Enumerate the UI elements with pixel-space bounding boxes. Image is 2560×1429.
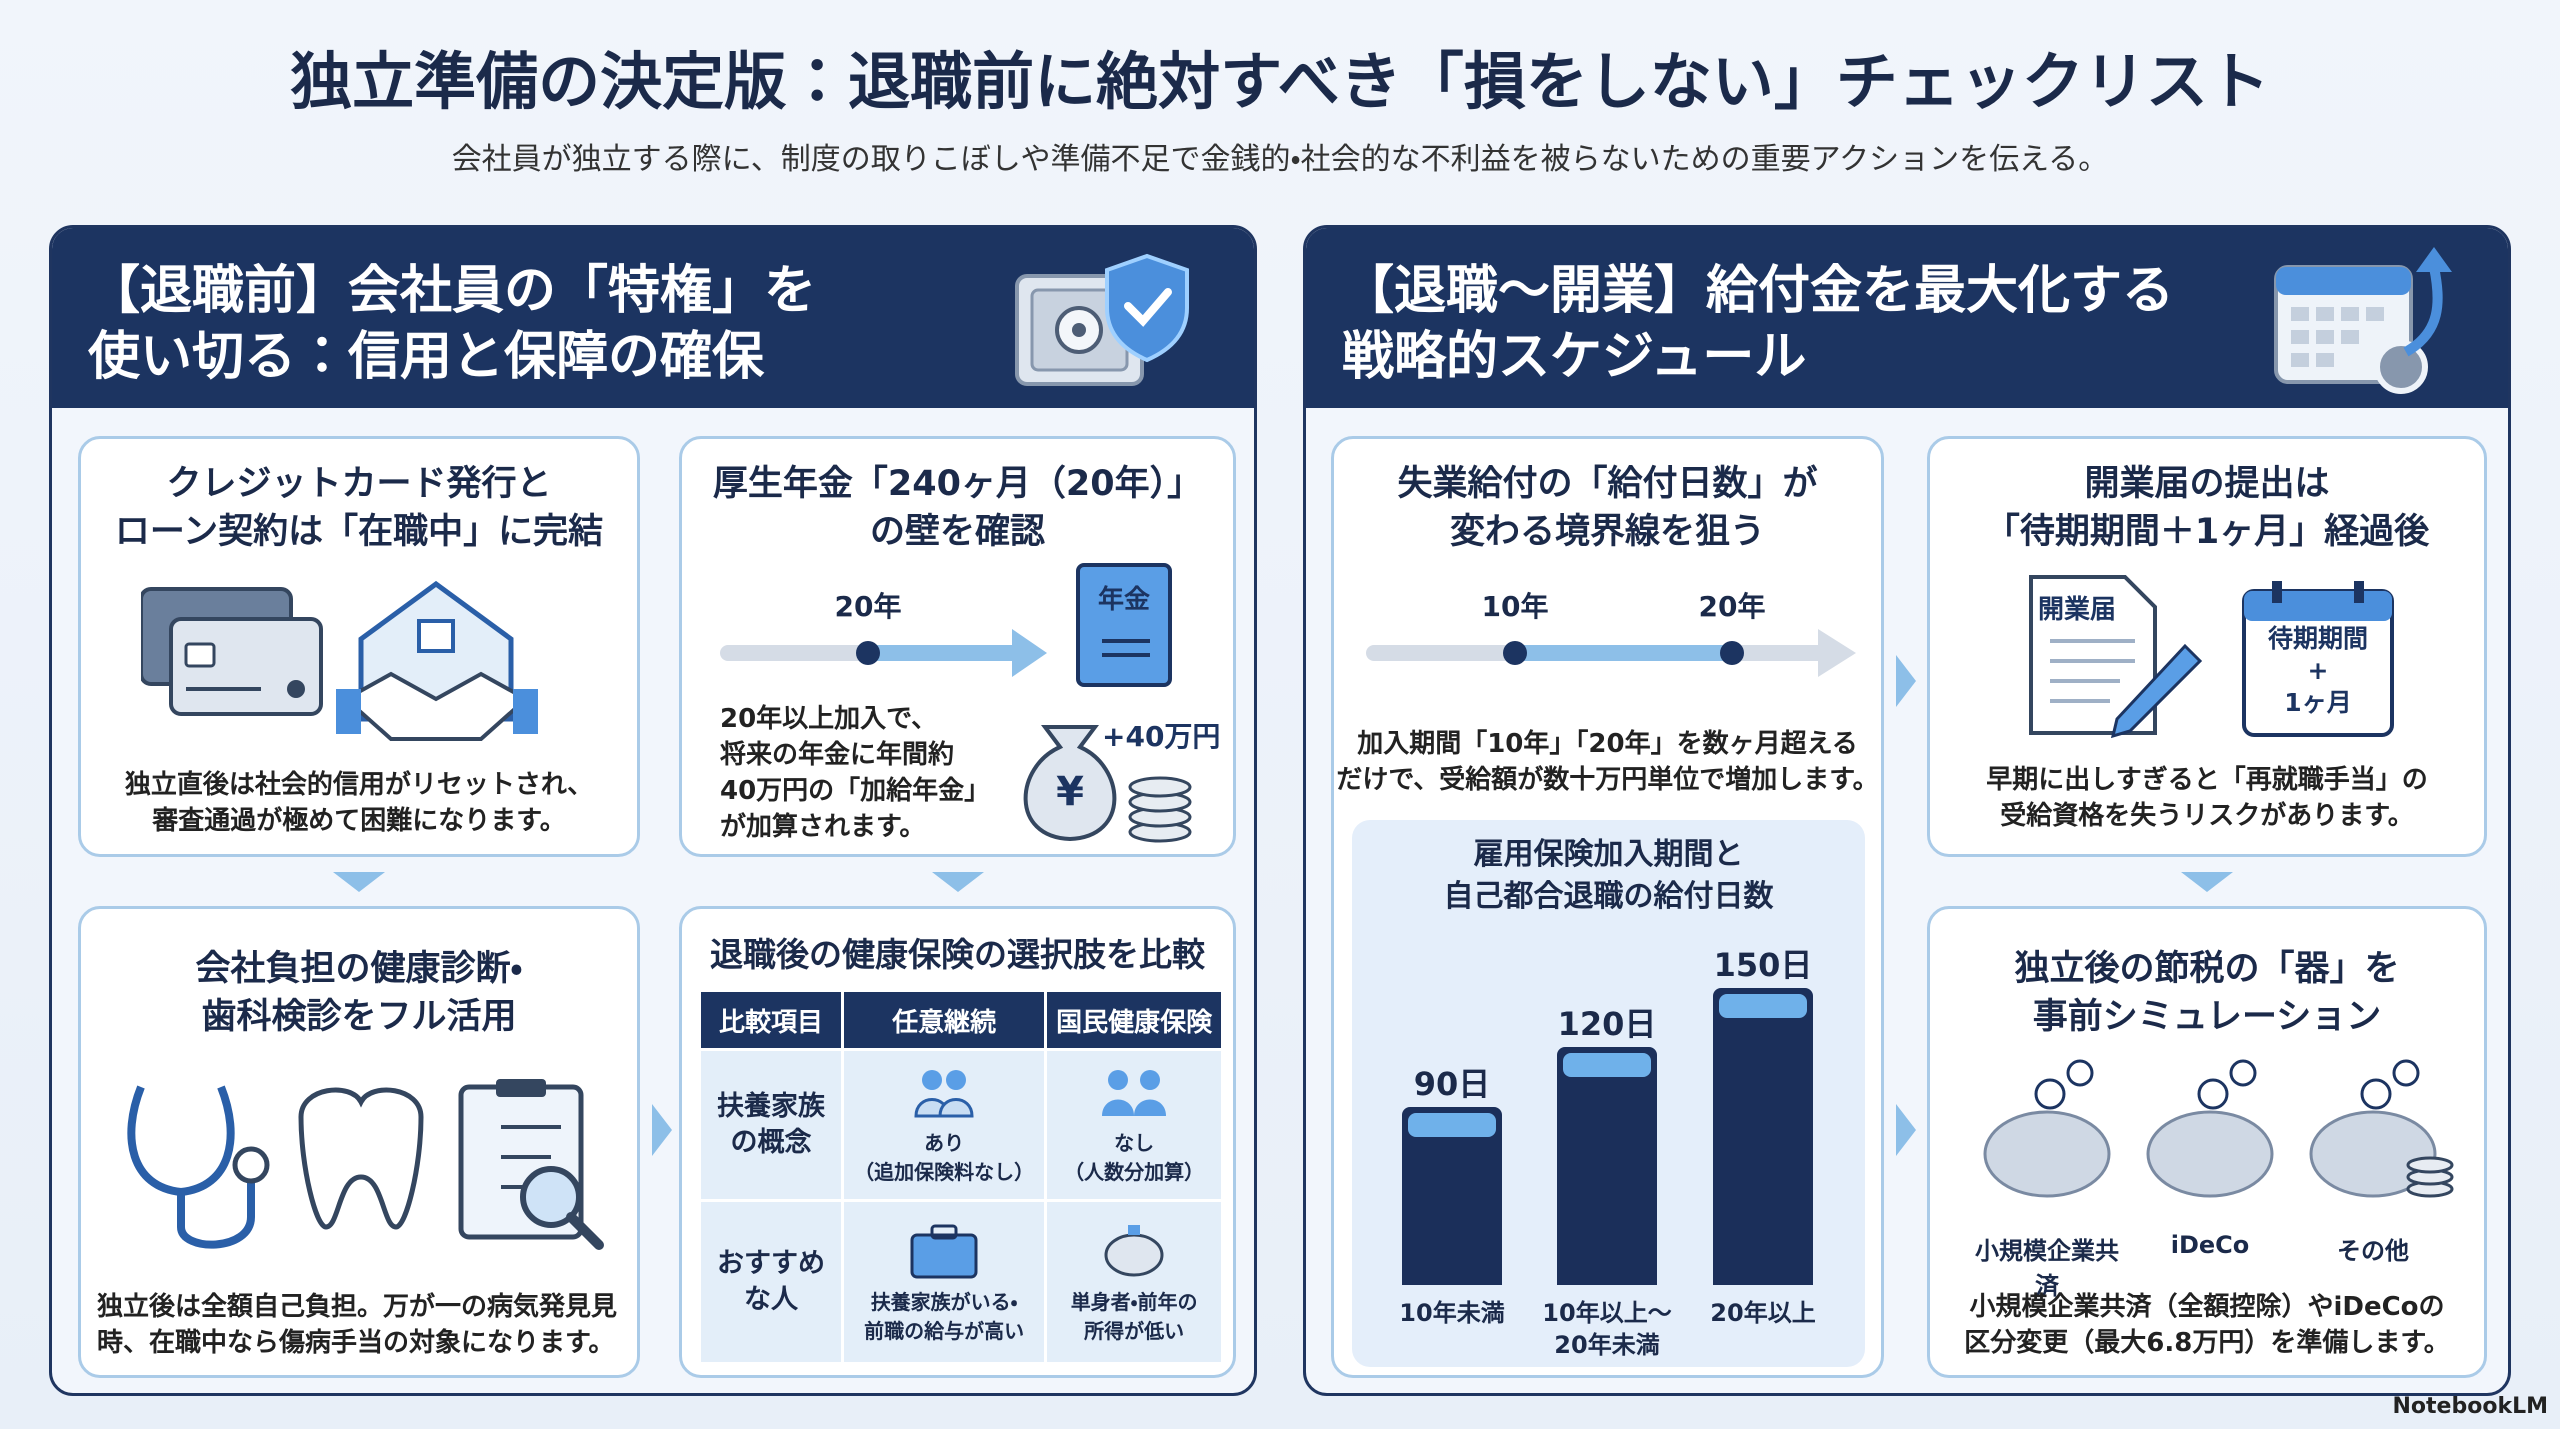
card: 独立後の節税の「器」を 事前シミュレーション 小規模企業共済 iDeCo その他… (1927, 906, 2487, 1378)
comparison-table: 比較項目 任意継続 国民健康保険 扶養家族 の概念 あり （追加保険料なし） な… (698, 989, 1224, 1365)
flow-arrow (1896, 655, 1916, 707)
card-title: クレジットカード発行と ローン契約は「在職中」に完結 (114, 464, 604, 552)
table-cell: おすすめ な人 (701, 1202, 841, 1362)
flow-arrow (2181, 872, 2233, 892)
flow-arrow (1896, 1104, 1916, 1156)
card: 厚生年金「240ヶ月（20年）」 の壁を確認 20年 年金 20年以上加入で、 … (679, 436, 1236, 857)
calendar-small-icon (2242, 581, 2394, 737)
money-bag-icon (1023, 725, 1192, 843)
timeline (720, 629, 1047, 677)
table-cell: なし （人数分加算） (1047, 1051, 1221, 1199)
card-title: 開業届の提出は 「待期期間＋1ヶ月」経過後 (1984, 464, 2430, 552)
card-title: 退職後の健康保険の選択肢を比較 (710, 935, 1205, 974)
table-cell-text: 単身者・前年の 所得が低い (1070, 1289, 1198, 1343)
timeline-label: 10年 (1481, 590, 1549, 623)
chart-title: 雇用保険加入期間と 自己都合退職の給付日数 (1443, 837, 1774, 914)
table-cell-text: なし （人数分加算） (1064, 1130, 1205, 1184)
timeline (1366, 629, 1856, 677)
piggy-label: iDeCo (2170, 1231, 2250, 1259)
timeline-label: 20年 (834, 590, 902, 623)
panel-title: 【退職〜開業】給付金を最大化する 戦略的スケジュール (1342, 261, 2175, 387)
table-cell: 単身者・前年の 所得が低い (1047, 1202, 1221, 1362)
table-header-cell: 比較項目 (701, 992, 841, 1048)
bar (1713, 988, 1813, 1285)
card-body: 早期に出しすぎると「再就職手当」の 受給資格を失うリスクがあります。 (1986, 765, 2428, 831)
people-icon (1102, 1069, 1167, 1116)
book-icon (1076, 563, 1172, 687)
bar-cap (1563, 1053, 1651, 1078)
yen-symbol: ¥ (1056, 769, 1084, 815)
card-title: 会社負担の健康診断・ 歯科検診をフル活用 (195, 949, 523, 1037)
page-title: 独立準備の決定版：退職前に絶対すべき「損をしない」チェックリスト (290, 45, 2270, 118)
card-title: 独立後の節税の「器」を 事前シミュレーション (2014, 949, 2400, 1037)
badge: +40万円 (1102, 720, 1221, 753)
left-panel: 【退職前】会社員の「特権」を 使い切る：信用と保障の確保 クレジットカード発行と… (49, 225, 1257, 1396)
table-cell-text: あり （追加保険料なし） (854, 1130, 1035, 1184)
card: 開業届の提出は 「待期期間＋1ヶ月」経過後 開業届 待期期間 + 1ヶ月 早期に… (1927, 436, 2487, 857)
panel-header: 【退職前】会社員の「特権」を 使い切る：信用と保障の確保 (52, 228, 1254, 408)
table-cell-text: 扶養家族がいる・ 前職の給与が高い (864, 1289, 1025, 1343)
card: 失業給付の「給付日数」が 変わる境界線を狙う 10年 20年 加入期間「10年」… (1331, 436, 1884, 1378)
bar-cap (1719, 994, 1807, 1018)
x-tick-label: 10年以上〜 20年未満 (1542, 1299, 1672, 1359)
card-body: 小規模企業共済（全額控除）やiDeCoの 区分変更（最大6.8万円）を準備します… (1964, 1292, 2450, 1358)
card-body: 加入期間「10年」「20年」を数ヶ月超える だけで、受給額が数十万円単位で増加し… (1336, 729, 1879, 795)
panel-title: 【退職前】会社員の「特権」を 使い切る：信用と保障の確保 (88, 261, 817, 387)
page-subtitle: 会社員が独立する際に、制度の取りこぼしや準備不足で金銭的・社会的な不利益を被らな… (451, 142, 2109, 177)
piggy-label: 小規模企業共済 (1975, 1237, 2119, 1300)
table-cell: 扶養家族がいる・ 前職の給与が高い (844, 1202, 1045, 1362)
table-header-cell: 任意継続 (844, 992, 1045, 1048)
table-row: 扶養家族 の概念 あり （追加保険料なし） なし （人数分加算） (701, 1051, 1221, 1199)
card-loan-icons (141, 580, 538, 741)
piggy-icon (1104, 1224, 1164, 1276)
health-icons (127, 1079, 604, 1250)
timeline-label: 20年 (1698, 590, 1766, 623)
table-header: 比較項目 任意継続 国民健康保険 (701, 992, 1221, 1048)
card: 会社負担の健康診断・ 歯科検診をフル活用 独立後は全額自己負担。万が一の病気発見… (78, 906, 640, 1378)
value-label: 120日 (1557, 1005, 1657, 1044)
table-header-cell: 国民健康保険 (1047, 992, 1221, 1048)
briefcase-icon (910, 1224, 978, 1278)
family-icon (914, 1069, 974, 1117)
card-title: 厚生年金「240ヶ月（20年）」 の壁を確認 (712, 464, 1203, 552)
bar-cap (1408, 1112, 1496, 1137)
card: クレジットカード発行と ローン契約は「在職中」に完結 独立直後は社会的信用がリセ… (78, 436, 640, 857)
card-body: 独立直後は社会的信用がリセットされ、 審査通過が極めて困難になります。 (124, 770, 594, 836)
calendar-icon (2274, 247, 2452, 394)
card: 退職後の健康保険の選択肢を比較 比較項目 任意継続 国民健康保険 扶養家族 の概… (679, 906, 1236, 1378)
flow-arrow (333, 872, 385, 892)
table-cell: 扶養家族 の概念 (701, 1051, 841, 1199)
x-tick-label: 10年未満 (1399, 1299, 1505, 1327)
safe-icon (1015, 253, 1189, 386)
book-label: 年金 (1097, 585, 1150, 615)
bar (1402, 1106, 1502, 1285)
right-panel: 【退職〜開業】給付金を最大化する 戦略的スケジュール 失業給付の「給付日数」が … (1303, 225, 2511, 1396)
card-title: 失業給付の「給付日数」が 変わる境界線を狙う (1397, 464, 1818, 552)
flow-arrow (652, 1104, 672, 1156)
flow-arrow (932, 872, 984, 892)
piggy-icons (1983, 1059, 2454, 1198)
table-row: おすすめ な人 扶養家族がいる・ 前職の給与が高い 単身者・前年の 所得が低い (701, 1202, 1221, 1362)
document-label: 開業届 (2038, 595, 2117, 625)
table-cell: あり （追加保険料なし） (844, 1051, 1045, 1199)
piggy-label: その他 (2337, 1237, 2409, 1265)
document-icon (2029, 575, 2203, 739)
card-body: 独立後は全額自己負担。万が一の病気発見見 時、在職中なら傷病手当の対象になります… (97, 1292, 618, 1358)
bar (1557, 1047, 1657, 1285)
footer-brand: NotebookLM (2392, 1394, 2548, 1419)
value-label: 90日 (1413, 1064, 1491, 1103)
bar-chart: 雇用保険加入期間と 自己都合退職の給付日数 90日 10年未満 120日 10年以上〜… (1352, 820, 1865, 1367)
panel-header: 【退職〜開業】給付金を最大化する 戦略的スケジュール (1306, 228, 2508, 408)
calendar-label: 待期期間 + 1ヶ月 (2267, 624, 2368, 717)
x-tick-label: 20年以上 (1710, 1299, 1816, 1327)
card-body: 20年以上加入で、 将来の年金に年間約 40万円の「加給年金」 が加算されます。 (720, 704, 991, 842)
value-label: 150日 (1713, 946, 1813, 984)
